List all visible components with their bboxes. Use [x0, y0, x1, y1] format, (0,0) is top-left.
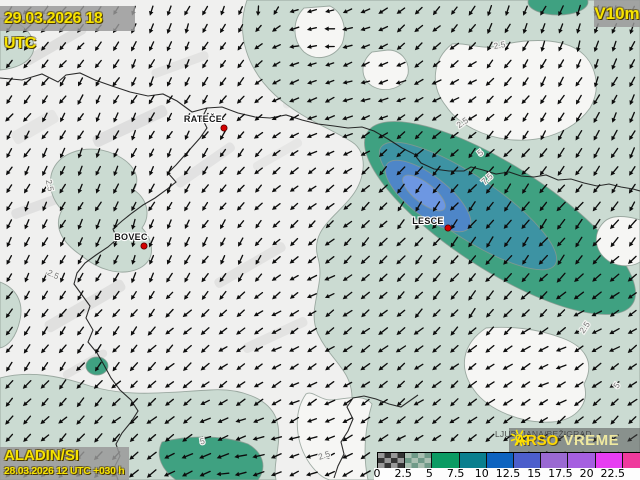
legend-swatch: [458, 453, 486, 468]
legend-tick-label: 22.5: [600, 467, 626, 480]
legend-tick-label: 15: [527, 467, 542, 480]
city-label: BOVEC: [114, 232, 148, 242]
contour-label: 5: [199, 436, 206, 447]
city-label: RATEČE: [184, 113, 222, 124]
valid-time-label: 29.03.2026 18 UTC: [4, 10, 103, 52]
variable-box: V10m: [594, 0, 640, 27]
legend-tick-label: 12.5: [495, 467, 521, 480]
sun-icon: [510, 429, 528, 447]
model-info-box: ALADIN/SI 28.03.2026 12 UTC +030 h: [0, 447, 129, 480]
legend-swatch: [621, 453, 640, 468]
legend-tick-label: 5: [425, 467, 433, 480]
city-marker: [444, 224, 452, 232]
variable-label: V10m: [594, 4, 640, 23]
legend-tick-label: 2.5: [394, 467, 412, 480]
legend-tick-label: 10: [474, 467, 489, 480]
legend-swatch: [485, 453, 513, 468]
legend-swatch: [378, 453, 405, 468]
arso-logo: ARSO VREME: [509, 428, 640, 453]
model-name: ALADIN/SI: [4, 447, 79, 464]
contour-label: 2.5: [493, 39, 507, 51]
legend-scale-labels: 0 2.5 5 7.5 10 12.5 15 17.5 20 22.5: [374, 468, 640, 480]
legend-swatch: [540, 453, 568, 468]
city-marker: [140, 242, 148, 250]
model-run: 28.03.2026 12 UTC +030 h: [4, 465, 125, 477]
legend-swatch: [404, 453, 432, 468]
legend-swatch: [567, 453, 595, 468]
legend-tick-label: 7.5: [446, 467, 465, 480]
city-marker: [220, 124, 228, 132]
logo-product: VREME: [563, 432, 620, 449]
legend-tick-label: 20: [579, 467, 594, 480]
city-label: LESCE: [412, 216, 444, 226]
legend-swatch: [431, 453, 459, 468]
legend-tick-label: 0: [373, 467, 381, 480]
legend-swatch: [594, 453, 622, 468]
contour-label: 2.5: [44, 179, 56, 193]
valid-time-box: 29.03.2026 18 UTC: [0, 6, 135, 52]
legend-tick-label: 17.5: [548, 467, 573, 480]
legend-swatch: [512, 453, 541, 468]
